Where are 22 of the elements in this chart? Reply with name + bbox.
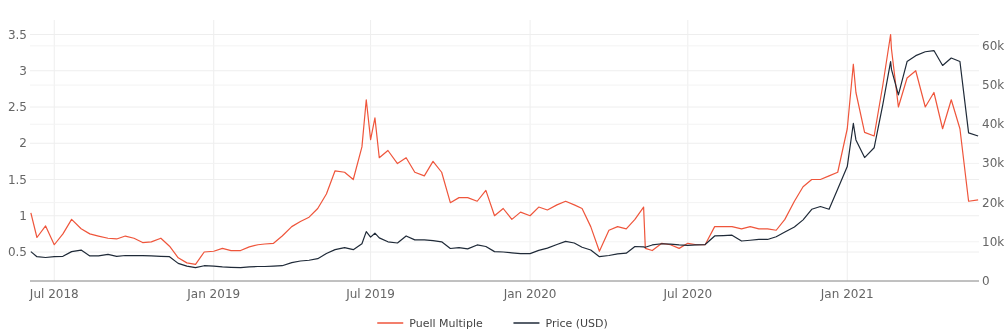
y-tick-label: 3.5 <box>7 27 27 42</box>
y2-tick-label: 60k <box>982 38 1005 53</box>
y2-tick-label: 20k <box>982 195 1005 210</box>
y2-tick-label: 50k <box>982 78 1005 93</box>
y2-tick-label: 10k <box>982 234 1005 249</box>
x-tick-label: Jan 2019 <box>186 287 241 301</box>
x-tick-label: Jul 2018 <box>28 287 79 301</box>
y2-tick-label: 40k <box>982 117 1005 132</box>
legend-label: Puell Multiple <box>409 317 483 330</box>
y-tick-label: 2 <box>19 136 27 151</box>
x-tick-label: Jul 2020 <box>662 287 713 301</box>
y-tick-label: 1.5 <box>7 172 27 187</box>
y2-tick-label: 30k <box>982 156 1005 171</box>
y-tick-label: 3 <box>19 63 27 78</box>
x-tick-label: Jul 2019 <box>345 287 396 301</box>
y2-tick-label: 0 <box>982 274 990 288</box>
legend-label: Price (USD) <box>545 317 608 330</box>
x-tick-label: Jan 2021 <box>819 287 874 301</box>
y-tick-label: 0.5 <box>7 245 27 259</box>
y-tick-label: 2.5 <box>7 100 27 114</box>
y-tick-label: 1 <box>19 208 27 223</box>
x-tick-label: Jan 2020 <box>502 287 557 301</box>
